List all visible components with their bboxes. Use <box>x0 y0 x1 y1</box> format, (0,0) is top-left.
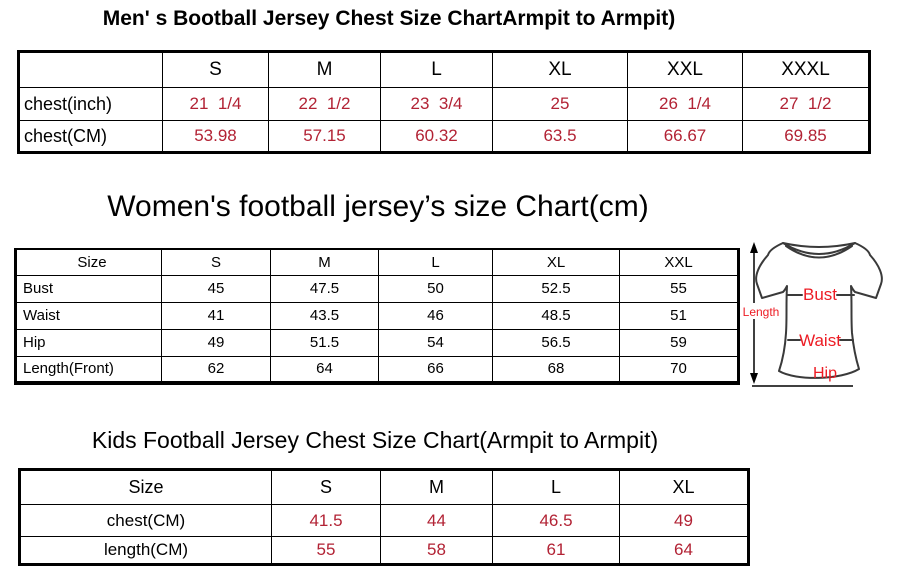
table-row: chest(CM) 53.98 57.15 60.32 63.5 66.67 6… <box>18 120 870 153</box>
column-header-xxl: XXL <box>619 248 739 276</box>
hip-label: Hip <box>813 365 837 382</box>
size-value: 50 <box>378 274 493 303</box>
column-header-l: L <box>378 248 493 276</box>
row-label-length-cm: length(CM) <box>19 536 272 565</box>
table-header-row: Size S M L XL <box>19 469 749 505</box>
size-value: 59 <box>619 328 739 357</box>
table-row: Hip 49 51.5 54 56.5 59 <box>15 328 739 357</box>
table-row: length(CM) 55 58 61 64 <box>19 536 749 565</box>
bust-label: Bust <box>803 285 837 304</box>
size-value: 70 <box>619 355 739 384</box>
column-header-m: M <box>380 469 493 505</box>
size-value: 52.5 <box>492 274 620 303</box>
tshirt-icon: Length Bust Waist Hip <box>741 242 883 387</box>
size-value: 63.5 <box>492 120 628 153</box>
column-header-s: S <box>271 469 381 505</box>
column-header-s: S <box>161 248 271 276</box>
size-value: 49 <box>619 504 749 537</box>
table-row: Length(Front) 62 64 66 68 70 <box>15 355 739 384</box>
size-value: 58 <box>380 536 493 565</box>
size-value: 51.5 <box>270 328 379 357</box>
size-value: 55 <box>271 536 381 565</box>
tshirt-outline <box>755 242 883 379</box>
size-value: 62 <box>161 355 271 384</box>
length-label: Length <box>743 305 780 319</box>
table-row: Bust 45 47.5 50 52.5 55 <box>15 274 739 303</box>
mens-size-table: S M L XL XXL XXXL chest(inch) 21 1/4 22 … <box>17 50 871 154</box>
column-header-xxl: XXL <box>627 51 743 88</box>
size-value: 57.15 <box>268 120 381 153</box>
row-label-chest-inch: chest(inch) <box>18 87 163 121</box>
column-header-size: Size <box>15 248 162 276</box>
size-value: 54 <box>378 328 493 357</box>
tshirt-measurement-diagram: Length Bust Waist Hip <box>741 238 901 390</box>
kids-size-table: Size S M L XL chest(CM) 41.5 44 46.5 49 … <box>18 468 750 566</box>
size-value: 43.5 <box>270 301 379 330</box>
row-label-chest-cm: chest(CM) <box>19 504 272 537</box>
table-row: chest(CM) 41.5 44 46.5 49 <box>19 504 749 537</box>
table-header-row: Size S M L XL XXL <box>15 248 739 276</box>
column-header-l: L <box>380 51 493 88</box>
size-value: 48.5 <box>492 301 620 330</box>
table-row: Waist 41 43.5 46 48.5 51 <box>15 301 739 330</box>
column-header-xl: XL <box>619 469 749 505</box>
mens-chart-title: Men' s Bootball Jersey Chest Size ChartA… <box>102 7 676 30</box>
row-label-waist: Waist <box>15 301 162 330</box>
size-value: 41.5 <box>271 504 381 537</box>
size-value: 53.98 <box>162 120 269 153</box>
size-value: 49 <box>161 328 271 357</box>
size-value: 41 <box>161 301 271 330</box>
size-value: 66 <box>378 355 493 384</box>
column-header-m: M <box>270 248 379 276</box>
womens-chart-title: Women's football jersey’s size Chart(cm) <box>107 190 649 223</box>
size-value: 22 1/2 <box>268 87 381 121</box>
column-header-xxxl: XXXL <box>742 51 870 88</box>
row-label-bust: Bust <box>15 274 162 303</box>
size-value: 66.67 <box>627 120 743 153</box>
size-value: 56.5 <box>492 328 620 357</box>
column-header-l: L <box>492 469 620 505</box>
size-value: 25 <box>492 87 628 121</box>
table-row: chest(inch) 21 1/4 22 1/2 23 3/4 25 26 1… <box>18 87 870 121</box>
size-value: 68 <box>492 355 620 384</box>
size-value: 44 <box>380 504 493 537</box>
size-value: 47.5 <box>270 274 379 303</box>
size-value: 64 <box>270 355 379 384</box>
size-value: 23 3/4 <box>380 87 493 121</box>
size-value: 27 1/2 <box>742 87 870 121</box>
waist-label: Waist <box>799 331 841 350</box>
size-value: 21 1/4 <box>162 87 269 121</box>
womens-size-table: Size S M L XL XXL Bust 45 47.5 50 52.5 5… <box>14 248 740 385</box>
size-value: 46 <box>378 301 493 330</box>
size-value: 61 <box>492 536 620 565</box>
size-value: 45 <box>161 274 271 303</box>
column-header-m: M <box>268 51 381 88</box>
kids-chart-title: Kids Football Jersey Chest Size Chart(Ar… <box>91 427 659 453</box>
size-value: 46.5 <box>492 504 620 537</box>
tshirt-collar <box>782 242 856 259</box>
size-value: 60.32 <box>380 120 493 153</box>
size-value: 51 <box>619 301 739 330</box>
table-header-row: S M L XL XXL XXXL <box>18 51 870 88</box>
row-label-length-front: Length(Front) <box>15 355 162 384</box>
row-label-hip: Hip <box>15 328 162 357</box>
column-header-s: S <box>162 51 269 88</box>
column-header-size: Size <box>19 469 272 505</box>
corner-cell <box>18 51 163 88</box>
size-value: 55 <box>619 274 739 303</box>
column-header-xl: XL <box>492 248 620 276</box>
size-value: 69.85 <box>742 120 870 153</box>
row-label-chest-cm: chest(CM) <box>18 120 163 153</box>
size-value: 64 <box>619 536 749 565</box>
size-value: 26 1/4 <box>627 87 743 121</box>
column-header-xl: XL <box>492 51 628 88</box>
